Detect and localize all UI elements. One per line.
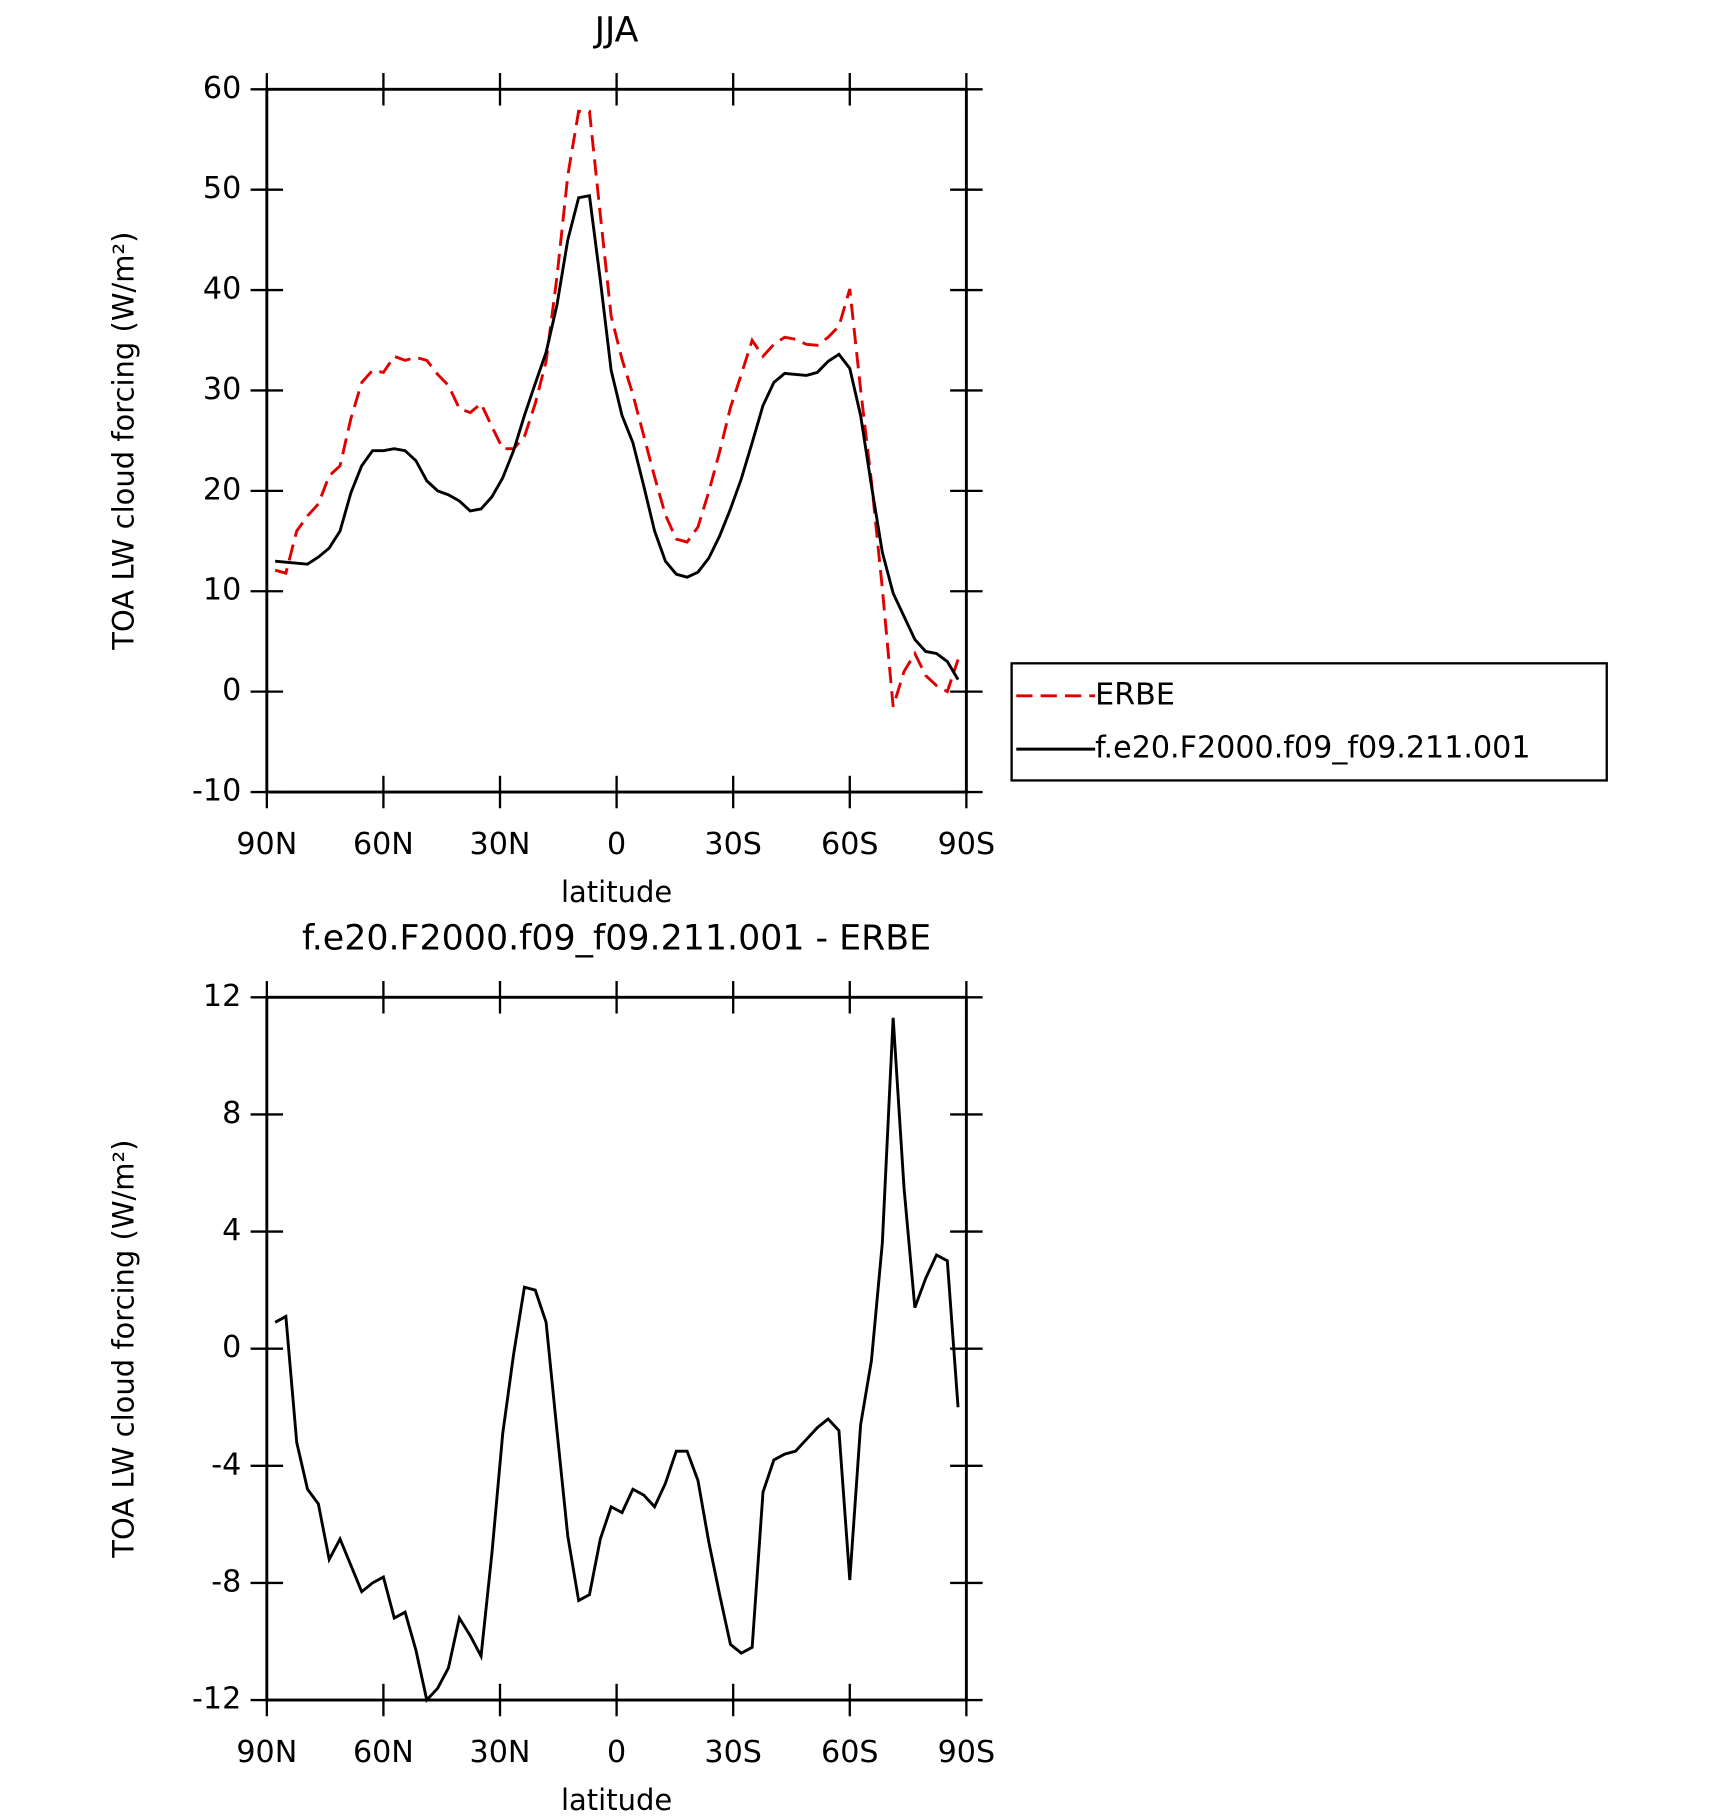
y-tick-label: 0: [222, 1330, 241, 1365]
x-tick-label: 60S: [821, 827, 879, 862]
x-tick-label: 90N: [236, 827, 297, 862]
y-tick-label: 12: [203, 979, 241, 1014]
y-tick-label: 40: [203, 272, 241, 307]
x-tick-label: 90S: [938, 827, 996, 862]
y-tick-label: 60: [203, 71, 241, 106]
x-tick-label: 60N: [353, 827, 414, 862]
legend-label: ERBE: [1095, 677, 1175, 712]
y-tick-label: -10: [192, 774, 241, 809]
plot-frame: [265, 87, 968, 794]
x-axis-label: latitude: [561, 875, 672, 909]
plot-frame: [265, 995, 968, 1702]
legend-label: f.e20.F2000.f09_f09.211.001: [1095, 731, 1530, 766]
y-tick-label: 50: [203, 171, 241, 206]
y-tick-label: -4: [211, 1447, 241, 1482]
y-axis-label: TOA LW cloud forcing (W/m²): [106, 232, 140, 651]
x-tick-label: 60S: [821, 1735, 879, 1770]
y-tick-label: -8: [211, 1564, 241, 1599]
x-tick-label: 0: [607, 827, 626, 862]
x-tick-label: 30S: [704, 1735, 762, 1770]
y-tick-label: 20: [203, 472, 241, 507]
x-tick-label: 30N: [470, 1735, 531, 1770]
data-line: [275, 194, 960, 681]
y-tick-label: 0: [222, 673, 241, 708]
y-tick-label: 4: [222, 1213, 241, 1248]
x-tick-label: 0: [607, 1735, 626, 1770]
chart-title: f.e20.F2000.f09_f09.211.001 - ERBE: [302, 918, 931, 958]
y-tick-label: -12: [192, 1682, 241, 1717]
x-tick-label: 90N: [236, 1735, 297, 1770]
x-tick-label: 30N: [470, 827, 531, 862]
y-axis-label: TOA LW cloud forcing (W/m²): [106, 1140, 140, 1559]
y-tick-label: 8: [222, 1096, 241, 1131]
legend-box: [1010, 662, 1608, 782]
x-tick-label: 90S: [938, 1735, 996, 1770]
x-tick-label: 60N: [353, 1735, 414, 1770]
chart-title: JJA: [593, 10, 639, 50]
y-tick-label: 10: [203, 573, 241, 608]
y-tick-label: 30: [203, 372, 241, 407]
x-tick-label: 30S: [704, 827, 762, 862]
data-line: [274, 109, 960, 708]
x-axis-label: latitude: [561, 1783, 672, 1816]
data-line: [274, 1017, 960, 1704]
